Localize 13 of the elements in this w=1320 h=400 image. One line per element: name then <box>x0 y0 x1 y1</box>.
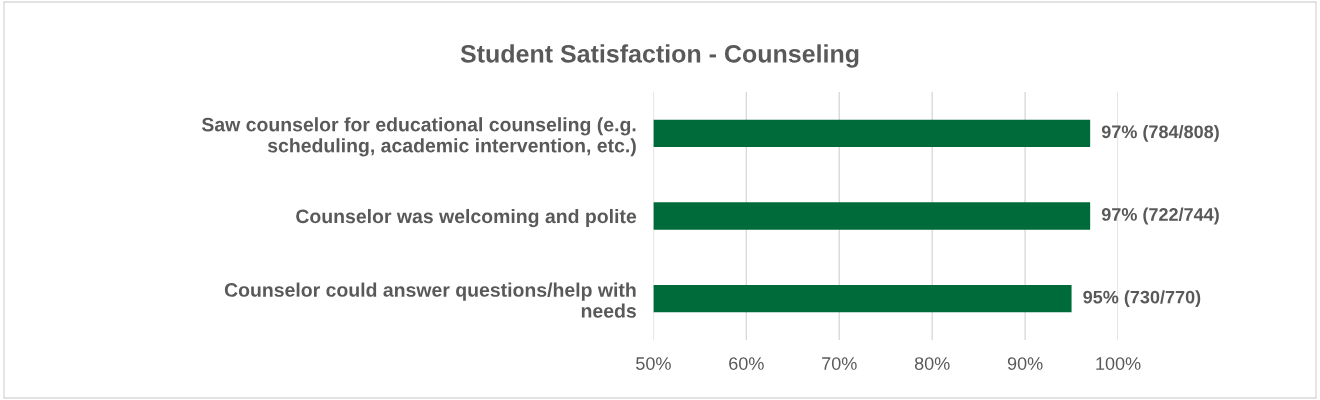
x-tick-label: 80% <box>914 357 950 370</box>
x-tick-label: 70% <box>822 357 857 370</box>
y-tick-label: Counselor was welcoming and polite <box>296 208 637 228</box>
chart-title: Student Satisfaction - Counseling <box>460 44 859 68</box>
y-tick-label: Saw counselor for educational counseling (e.g. scheduling, academic intervention, etc.) <box>201 117 636 157</box>
data-label: 97% (784/808) <box>1101 124 1219 142</box>
data-label: 97% (722/744) <box>1101 207 1219 225</box>
x-tick-label: 60% <box>729 357 764 370</box>
y-tick-label: Counselor could answer questions/help with needs <box>224 282 636 318</box>
data-label: 95% (730/770) <box>1083 290 1201 308</box>
x-tick-label: 100% <box>1096 357 1141 370</box>
x-tick-label: 90% <box>1007 357 1043 370</box>
x-tick-label: 50% <box>636 357 671 370</box>
